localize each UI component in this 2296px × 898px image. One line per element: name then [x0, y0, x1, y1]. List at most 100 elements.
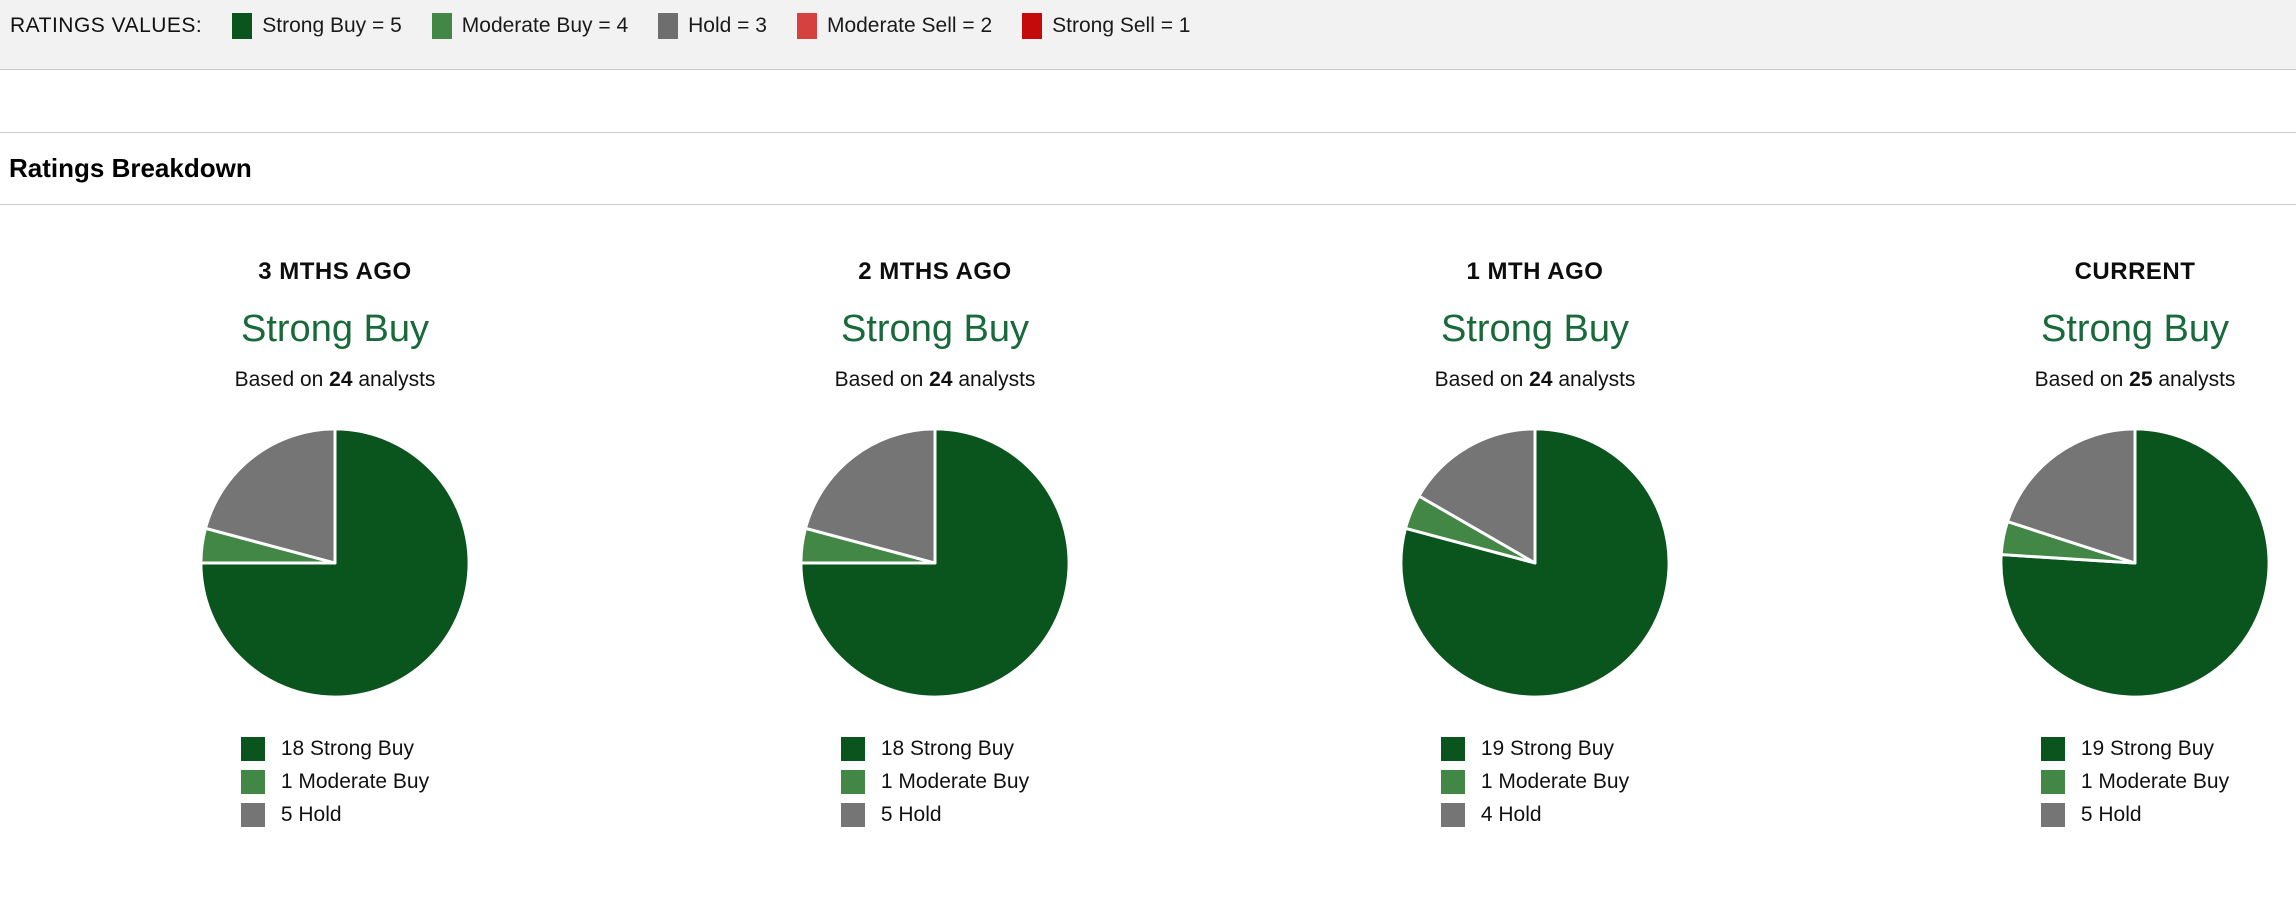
pie-legend: 18 Strong Buy 1 Moderate Buy 5 Hold — [240, 737, 430, 836]
pie-legend-item: 5 Hold — [240, 803, 429, 827]
pie-chart-wrap — [635, 425, 1235, 701]
pie-legend: 18 Strong Buy 1 Moderate Buy 5 Hold — [840, 737, 1030, 836]
rating-panel-current: CURRENT Strong Buy Based on 25 analysts … — [1835, 205, 2296, 836]
consensus-rating: Strong Buy — [241, 308, 429, 350]
analyst-count-line: Based on 24 analysts — [1235, 368, 1835, 392]
legend-color-swatch — [2040, 803, 2065, 827]
ratings-value-item: Moderate Sell = 2 — [796, 11, 993, 41]
pie-legend: 19 Strong Buy 1 Moderate Buy 5 Hold — [2040, 737, 2230, 836]
pie-legend: 19 Strong Buy 1 Moderate Buy 4 Hold — [1440, 737, 1630, 836]
consensus-rating: Strong Buy — [2041, 308, 2229, 350]
legend-label: 1 Moderate Buy — [2080, 770, 2230, 793]
based-on-suffix: analysts — [358, 368, 436, 391]
analyst-count-line: Based on 24 analysts — [35, 368, 635, 392]
pie-chart — [1399, 427, 1671, 699]
pie-legend-item: 1 Moderate Buy — [2040, 770, 2230, 794]
pie-chart-wrap — [1835, 425, 2296, 701]
pie-legend-item: 19 Strong Buy — [1440, 737, 1629, 761]
legend-label: 1 Moderate Buy — [1480, 770, 1630, 793]
section-title: Ratings Breakdown — [9, 153, 252, 183]
pie-legend-item: 18 Strong Buy — [240, 737, 429, 761]
legend-color-swatch — [2040, 770, 2065, 794]
analyst-count-line: Based on 25 analysts — [1835, 368, 2296, 392]
pie-legend-item: 19 Strong Buy — [2040, 737, 2229, 761]
legend-label: 4 Hold — [1480, 803, 1542, 826]
rating-value-label: Strong Sell = 1 — [1052, 14, 1191, 37]
legend-color-swatch — [840, 737, 865, 761]
rating-panel-1mth-ago: 1 MTH AGO Strong Buy Based on 24 analyst… — [1235, 205, 1835, 836]
legend-label: 19 Strong Buy — [1480, 737, 1614, 760]
pie-slice-hold — [204, 427, 337, 565]
consensus-rating: Strong Buy — [841, 308, 1029, 350]
legend-color-swatch — [2040, 737, 2065, 761]
pie-chart — [199, 427, 471, 699]
analyst-count: 25 — [2129, 368, 2153, 391]
spacer-band — [0, 70, 2296, 133]
panel-period-label: 3 MTHS AGO — [258, 258, 412, 285]
ratings-value-item: Strong Buy = 5 — [232, 11, 402, 41]
legend-label: 5 Hold — [880, 803, 942, 826]
rating-color-swatch — [796, 13, 817, 39]
based-on-prefix: Based on — [2034, 368, 2124, 391]
panel-period-label: CURRENT — [2074, 258, 2196, 285]
legend-color-swatch — [240, 770, 265, 794]
legend-label: 18 Strong Buy — [280, 737, 414, 760]
legend-label: 18 Strong Buy — [880, 737, 1014, 760]
ratings-values-legend: Strong Buy = 5 Moderate Buy = 4 Hold = 3 Mo… — [232, 11, 1190, 41]
pie-chart-wrap — [35, 425, 635, 701]
legend-label: 1 Moderate Buy — [280, 770, 430, 793]
legend-color-swatch — [840, 803, 865, 827]
pie-chart — [799, 427, 1071, 699]
pie-legend-item: 1 Moderate Buy — [1440, 770, 1630, 794]
pie-slice-hold — [804, 427, 937, 565]
pie-legend-item: 1 Moderate Buy — [840, 770, 1030, 794]
legend-label: 5 Hold — [2080, 803, 2142, 826]
pie-chart-wrap — [1235, 425, 1835, 701]
ratings-value-item: Strong Sell = 1 — [1022, 11, 1190, 41]
rating-color-swatch — [431, 13, 452, 39]
rating-color-swatch — [658, 13, 679, 39]
consensus-rating: Strong Buy — [1441, 308, 1629, 350]
rating-color-swatch — [232, 13, 253, 39]
rating-value-label: Strong Buy = 5 — [262, 14, 402, 37]
based-on-suffix: analysts — [2158, 368, 2236, 391]
based-on-suffix: analysts — [958, 368, 1036, 391]
based-on-prefix: Based on — [1434, 368, 1524, 391]
legend-color-swatch — [840, 770, 865, 794]
based-on-suffix: analysts — [1558, 368, 1636, 391]
ratings-values-label: RATINGS VALUES: — [10, 14, 203, 37]
pie-legend-item: 4 Hold — [1440, 803, 1629, 827]
section-header: Ratings Breakdown — [0, 133, 2296, 205]
legend-color-swatch — [240, 737, 265, 761]
rating-value-label: Moderate Sell = 2 — [826, 14, 993, 37]
analyst-count: 24 — [329, 368, 353, 391]
ratings-values-bar: RATINGS VALUES: Strong Buy = 5 Moderate B… — [0, 0, 2296, 70]
ratings-value-item: Hold = 3 — [658, 11, 767, 41]
pie-chart — [1999, 427, 2271, 699]
based-on-prefix: Based on — [234, 368, 324, 391]
rating-value-label: Hold = 3 — [688, 14, 767, 37]
rating-panel-3mths-ago: 3 MTHS AGO Strong Buy Based on 24 analys… — [35, 205, 635, 836]
analyst-count: 24 — [929, 368, 953, 391]
ratings-panels: 3 MTHS AGO Strong Buy Based on 24 analys… — [0, 205, 2296, 836]
based-on-prefix: Based on — [834, 368, 924, 391]
legend-color-swatch — [1440, 770, 1465, 794]
rating-color-swatch — [1022, 13, 1043, 39]
pie-slice-hold — [1417, 427, 1537, 565]
pie-legend-item: 5 Hold — [2040, 803, 2229, 827]
panel-period-label: 2 MTHS AGO — [858, 258, 1012, 285]
pie-legend-item: 1 Moderate Buy — [240, 770, 430, 794]
legend-color-swatch — [1440, 803, 1465, 827]
panel-period-label: 1 MTH AGO — [1466, 258, 1604, 285]
pie-legend-item: 5 Hold — [840, 803, 1029, 827]
rating-panel-2mths-ago: 2 MTHS AGO Strong Buy Based on 24 analys… — [635, 205, 1235, 836]
pie-slice-hold — [2006, 427, 2137, 565]
ratings-value-item: Moderate Buy = 4 — [431, 11, 629, 41]
rating-value-label: Moderate Buy = 4 — [461, 14, 629, 37]
analyst-count: 24 — [1529, 368, 1553, 391]
legend-label: 5 Hold — [280, 803, 342, 826]
legend-color-swatch — [1440, 737, 1465, 761]
legend-label: 1 Moderate Buy — [880, 770, 1030, 793]
legend-color-swatch — [240, 803, 265, 827]
pie-legend-item: 18 Strong Buy — [840, 737, 1029, 761]
